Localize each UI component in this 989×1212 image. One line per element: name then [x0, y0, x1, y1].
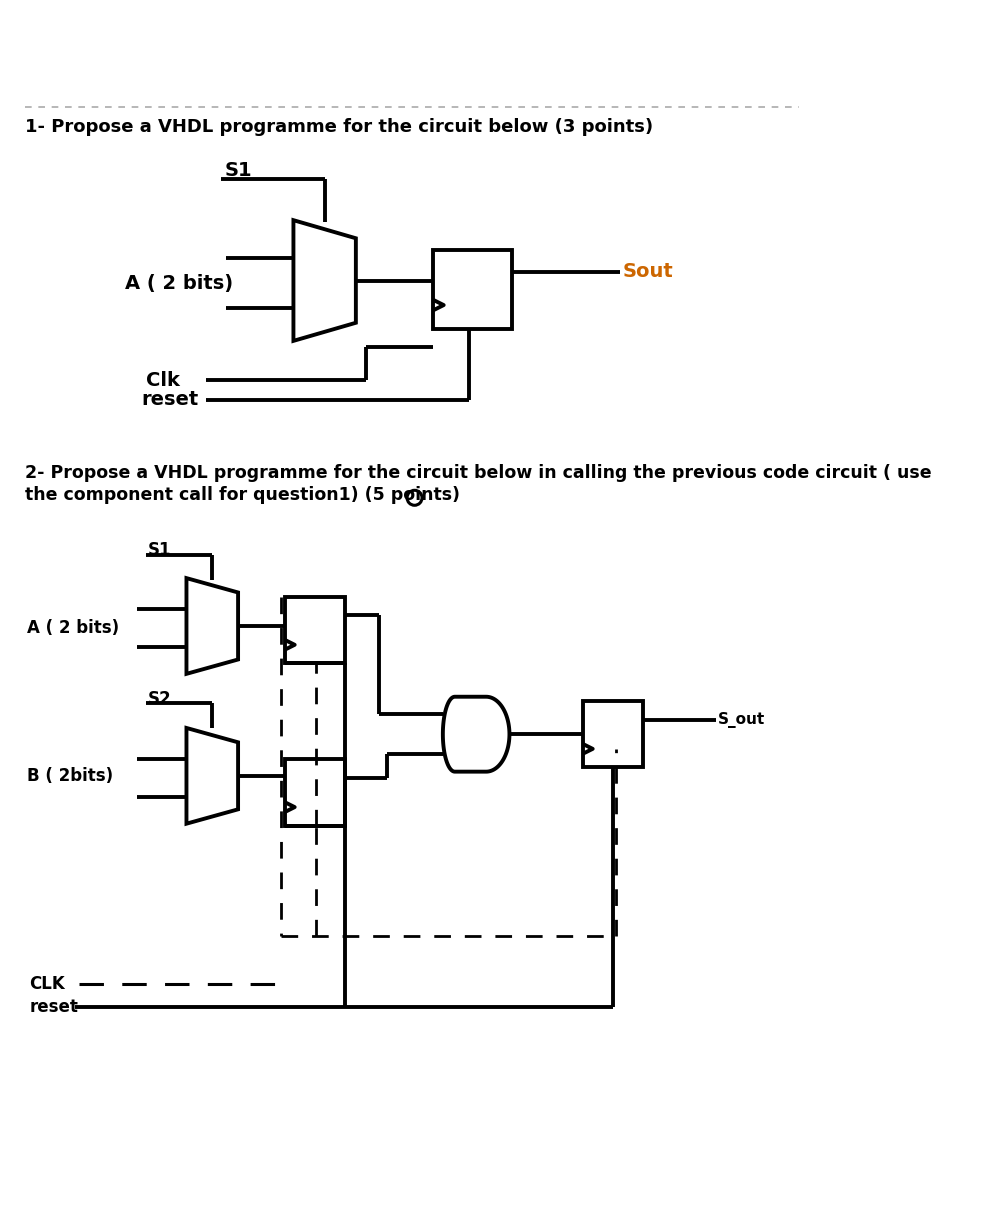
Text: CLK: CLK [29, 974, 65, 993]
Bar [433, 250, 512, 328]
Text: S1: S1 [148, 541, 172, 559]
Text: the component call for question1) (5 points): the component call for question1) (5 poi… [25, 486, 460, 504]
Text: 1- Propose a VHDL programme for the circuit below (3 points): 1- Propose a VHDL programme for the circ… [25, 119, 653, 136]
Text: 2- Propose a VHDL programme for the circuit below in calling the previous code c: 2- Propose a VHDL programme for the circ… [25, 464, 932, 481]
Text: S_out: S_out [718, 711, 764, 727]
Text: B ( 2bits): B ( 2bits) [27, 767, 113, 785]
Bar [583, 701, 643, 767]
Text: A ( 2 bits): A ( 2 bits) [125, 274, 233, 292]
Text: reset: reset [29, 999, 78, 1016]
Bar [285, 759, 344, 825]
Text: A ( 2 bits): A ( 2 bits) [27, 619, 119, 638]
Text: S1: S1 [225, 161, 252, 181]
Text: Sout: Sout [623, 262, 674, 281]
Text: Clk: Clk [145, 371, 180, 390]
Bar [285, 596, 344, 663]
Text: reset: reset [141, 390, 199, 410]
Text: S2: S2 [148, 690, 172, 708]
